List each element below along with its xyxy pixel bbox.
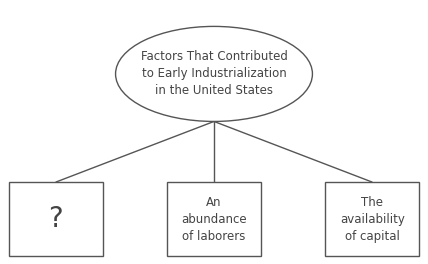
Ellipse shape bbox=[116, 26, 312, 121]
FancyBboxPatch shape bbox=[167, 182, 261, 256]
FancyBboxPatch shape bbox=[9, 182, 103, 256]
Text: The
availability
of capital: The availability of capital bbox=[340, 196, 405, 243]
Text: Factors That Contributed
to Early Industrialization
in the United States: Factors That Contributed to Early Indust… bbox=[140, 50, 288, 97]
Text: An
abundance
of laborers: An abundance of laborers bbox=[181, 196, 247, 243]
Text: ?: ? bbox=[48, 205, 63, 233]
FancyBboxPatch shape bbox=[325, 182, 419, 256]
